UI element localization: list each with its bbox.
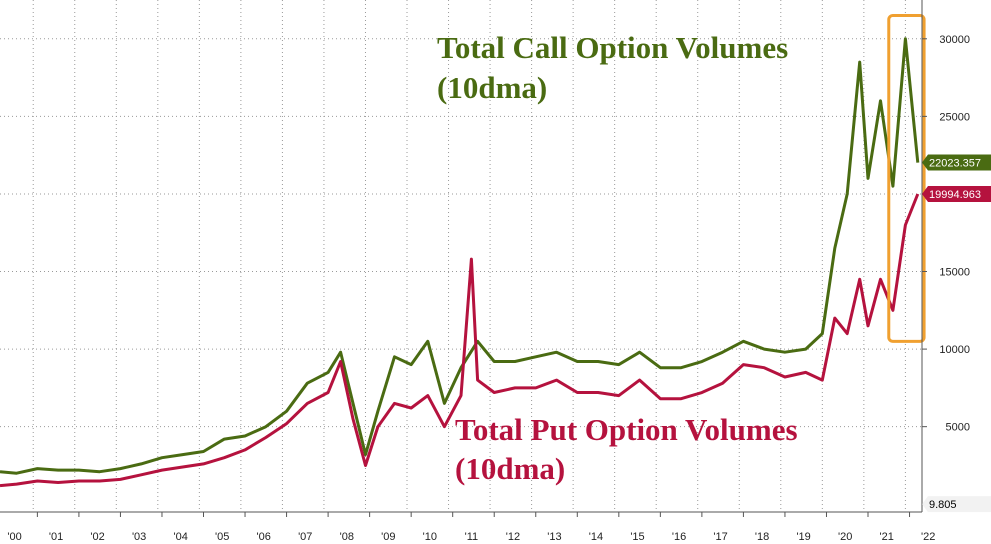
put-last-value-badge-bg [922,186,991,203]
put-annotation-line2: (10dma) [455,451,565,486]
x-tick-label: '05 [215,531,229,543]
call-annotation-line2: (10dma) [437,70,547,105]
put-annotation-line1: Total Put Option Volumes [455,412,798,447]
y-tick-label: 5000 [946,422,970,434]
x-tick-label: '08 [340,531,354,543]
x-tick-label: '10 [423,531,437,543]
series-layer [0,37,920,488]
last-value-badges: 22023.357 19994.963 9.805 [922,154,991,513]
put-volume-line [0,193,920,488]
ratio-last-value-badge-bg [922,496,991,513]
y-tick-label: 10000 [939,344,970,356]
x-tick-label: '13 [547,531,561,543]
x-tick-label: '01 [49,531,63,543]
x-tick-label: '12 [506,531,520,543]
put-last-value-badge-label: 19994.963 [929,189,981,201]
x-tick-label: '21 [880,531,894,543]
x-tick-label: '00 [7,531,21,543]
x-tick-label: '11 [465,531,479,543]
x-tick-label: '06 [257,531,271,543]
x-tick-label: '15 [630,531,644,543]
call-last-value-badge-bg [922,154,991,171]
x-axis: '00 '01 '02 '03 '04 '05 '06 '07 '08 '09 '10 '11 '12 '… [0,511,935,543]
y-axis: 50001000015000200002500030000 [921,0,970,512]
x-tick-label: '07 [298,531,312,543]
x-tick-label: '22 [921,531,935,543]
x-tick-label: '19 [796,531,810,543]
x-tick-label: '17 [713,531,727,543]
y-tick-label: 15000 [939,267,970,279]
x-tick-label: '20 [838,531,852,543]
y-tick-label: 25000 [939,111,970,123]
y-tick-label: 30000 [939,34,970,46]
x-tick-label: '16 [672,531,686,543]
highlight-box [887,14,926,343]
x-tick-label: '18 [755,531,769,543]
highlight-rect [887,14,926,343]
call-annotation-line1: Total Call Option Volumes [437,30,788,65]
grid [0,0,922,512]
x-tick-label: '14 [589,531,603,543]
x-tick-label: '09 [381,531,395,543]
call-volume-line [0,37,920,475]
x-tick-label: '02 [90,531,104,543]
ratio-last-value-badge-label: 9.805 [929,499,957,511]
x-tick-label: '04 [173,531,187,543]
call-last-value-badge-label: 22023.357 [929,158,981,170]
x-tick-label: '03 [132,531,146,543]
